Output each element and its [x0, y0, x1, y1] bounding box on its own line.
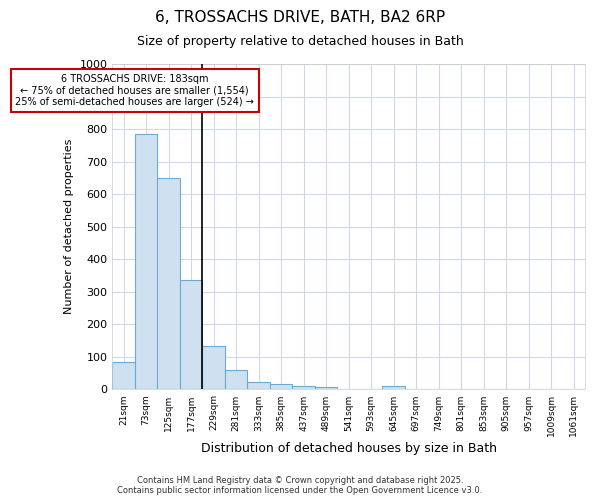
- Text: Size of property relative to detached houses in Bath: Size of property relative to detached ho…: [137, 35, 463, 48]
- Bar: [247, 382, 270, 390]
- Bar: [157, 178, 180, 390]
- Bar: [202, 346, 225, 390]
- X-axis label: Distribution of detached houses by size in Bath: Distribution of detached houses by size …: [200, 442, 497, 455]
- Text: 6 TROSSACHS DRIVE: 183sqm
← 75% of detached houses are smaller (1,554)
25% of se: 6 TROSSACHS DRIVE: 183sqm ← 75% of detac…: [16, 74, 254, 107]
- Bar: [180, 280, 202, 390]
- Bar: [225, 370, 247, 390]
- Bar: [382, 386, 405, 390]
- Text: 6, TROSSACHS DRIVE, BATH, BA2 6RP: 6, TROSSACHS DRIVE, BATH, BA2 6RP: [155, 10, 445, 25]
- Bar: [135, 134, 157, 390]
- Bar: [292, 386, 315, 390]
- Text: Contains HM Land Registry data © Crown copyright and database right 2025.
Contai: Contains HM Land Registry data © Crown c…: [118, 476, 482, 495]
- Bar: [315, 387, 337, 390]
- Bar: [270, 384, 292, 390]
- Y-axis label: Number of detached properties: Number of detached properties: [64, 139, 74, 314]
- Bar: [112, 362, 135, 390]
